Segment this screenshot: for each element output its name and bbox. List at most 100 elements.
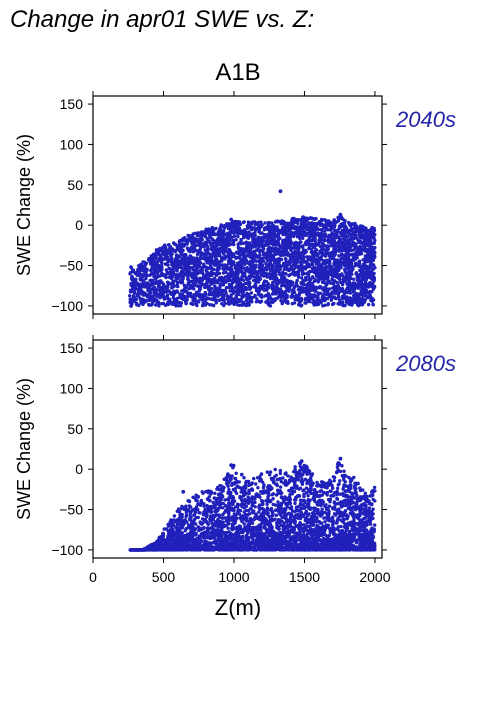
data-point [293,285,297,289]
data-point [274,277,278,281]
data-point [349,248,354,253]
data-point [198,261,202,265]
data-point [344,290,348,294]
data-point [245,226,250,230]
y-tick-label: 150 [60,96,84,112]
data-point [259,267,264,271]
data-point [324,244,328,248]
data-point [197,292,202,296]
data-point [259,220,263,224]
data-point [284,248,289,252]
data-point [314,272,318,277]
data-point [283,271,287,276]
data-point [214,301,218,305]
data-point [134,272,139,276]
data-point [310,283,315,287]
data-point [329,298,333,302]
data-point [337,254,341,258]
data-point [234,222,239,226]
data-point [351,230,356,234]
data-point [353,242,358,247]
data-point [239,284,243,288]
data-point [325,222,329,226]
data-point [207,287,211,292]
data-point [212,289,217,293]
data-point [209,286,214,291]
data-point [360,228,364,232]
data-point [345,247,349,252]
data-point [167,243,171,247]
data-point [219,290,223,294]
data-point [312,268,317,273]
data-point [230,301,234,305]
data-point [252,257,256,262]
data-point [337,249,341,253]
data-point [331,302,336,306]
data-point [250,255,254,259]
data-point [225,297,229,301]
data-point [213,227,217,231]
data-point [290,282,294,287]
data-point [299,260,303,264]
data-point [320,263,324,267]
data-point [177,244,181,248]
data-point [197,300,201,304]
data-point [209,280,213,284]
data-point [351,266,355,271]
data-point [350,222,355,226]
data-point [205,301,209,306]
data-point [208,265,212,270]
data-point [267,220,271,225]
data-point [322,266,326,270]
data-point [235,261,240,265]
data-point [332,281,336,285]
data-point [240,252,245,256]
data-point [345,258,350,262]
data-point [208,303,212,307]
data-point [191,246,195,250]
data-point [211,281,216,285]
data-point [152,275,156,279]
data-point [346,284,351,288]
data-point [288,221,292,225]
data-point [370,299,374,303]
data-point [260,264,265,268]
data-point [212,232,216,237]
data-point [179,281,183,285]
data-point [302,290,307,294]
data-point [229,228,233,232]
data-point [361,288,365,292]
data-point [229,252,234,256]
data-point [253,241,258,245]
data-point [311,237,315,241]
data-point [347,280,352,284]
y-tick-label: 0 [75,217,83,233]
data-point [288,272,292,277]
data-point [286,286,290,291]
data-point [186,283,190,287]
data-point [133,282,137,287]
data-point [239,238,243,242]
data-point [236,242,240,247]
data-point [309,255,313,259]
data-point [156,251,160,255]
data-point [238,220,242,224]
data-point [287,252,291,257]
data-point [363,280,368,284]
data-point [320,280,325,284]
data-point [138,263,142,267]
data-point [235,289,240,293]
data-point [340,253,344,257]
data-point [193,297,197,301]
data-point [348,276,352,281]
data-point [157,283,161,287]
data-point [192,275,197,279]
data-point [363,298,367,302]
data-point [175,282,180,286]
data-point [191,250,196,254]
data-point [309,262,314,267]
data-point [353,252,357,256]
data-point [294,226,299,231]
data-point [333,260,337,264]
